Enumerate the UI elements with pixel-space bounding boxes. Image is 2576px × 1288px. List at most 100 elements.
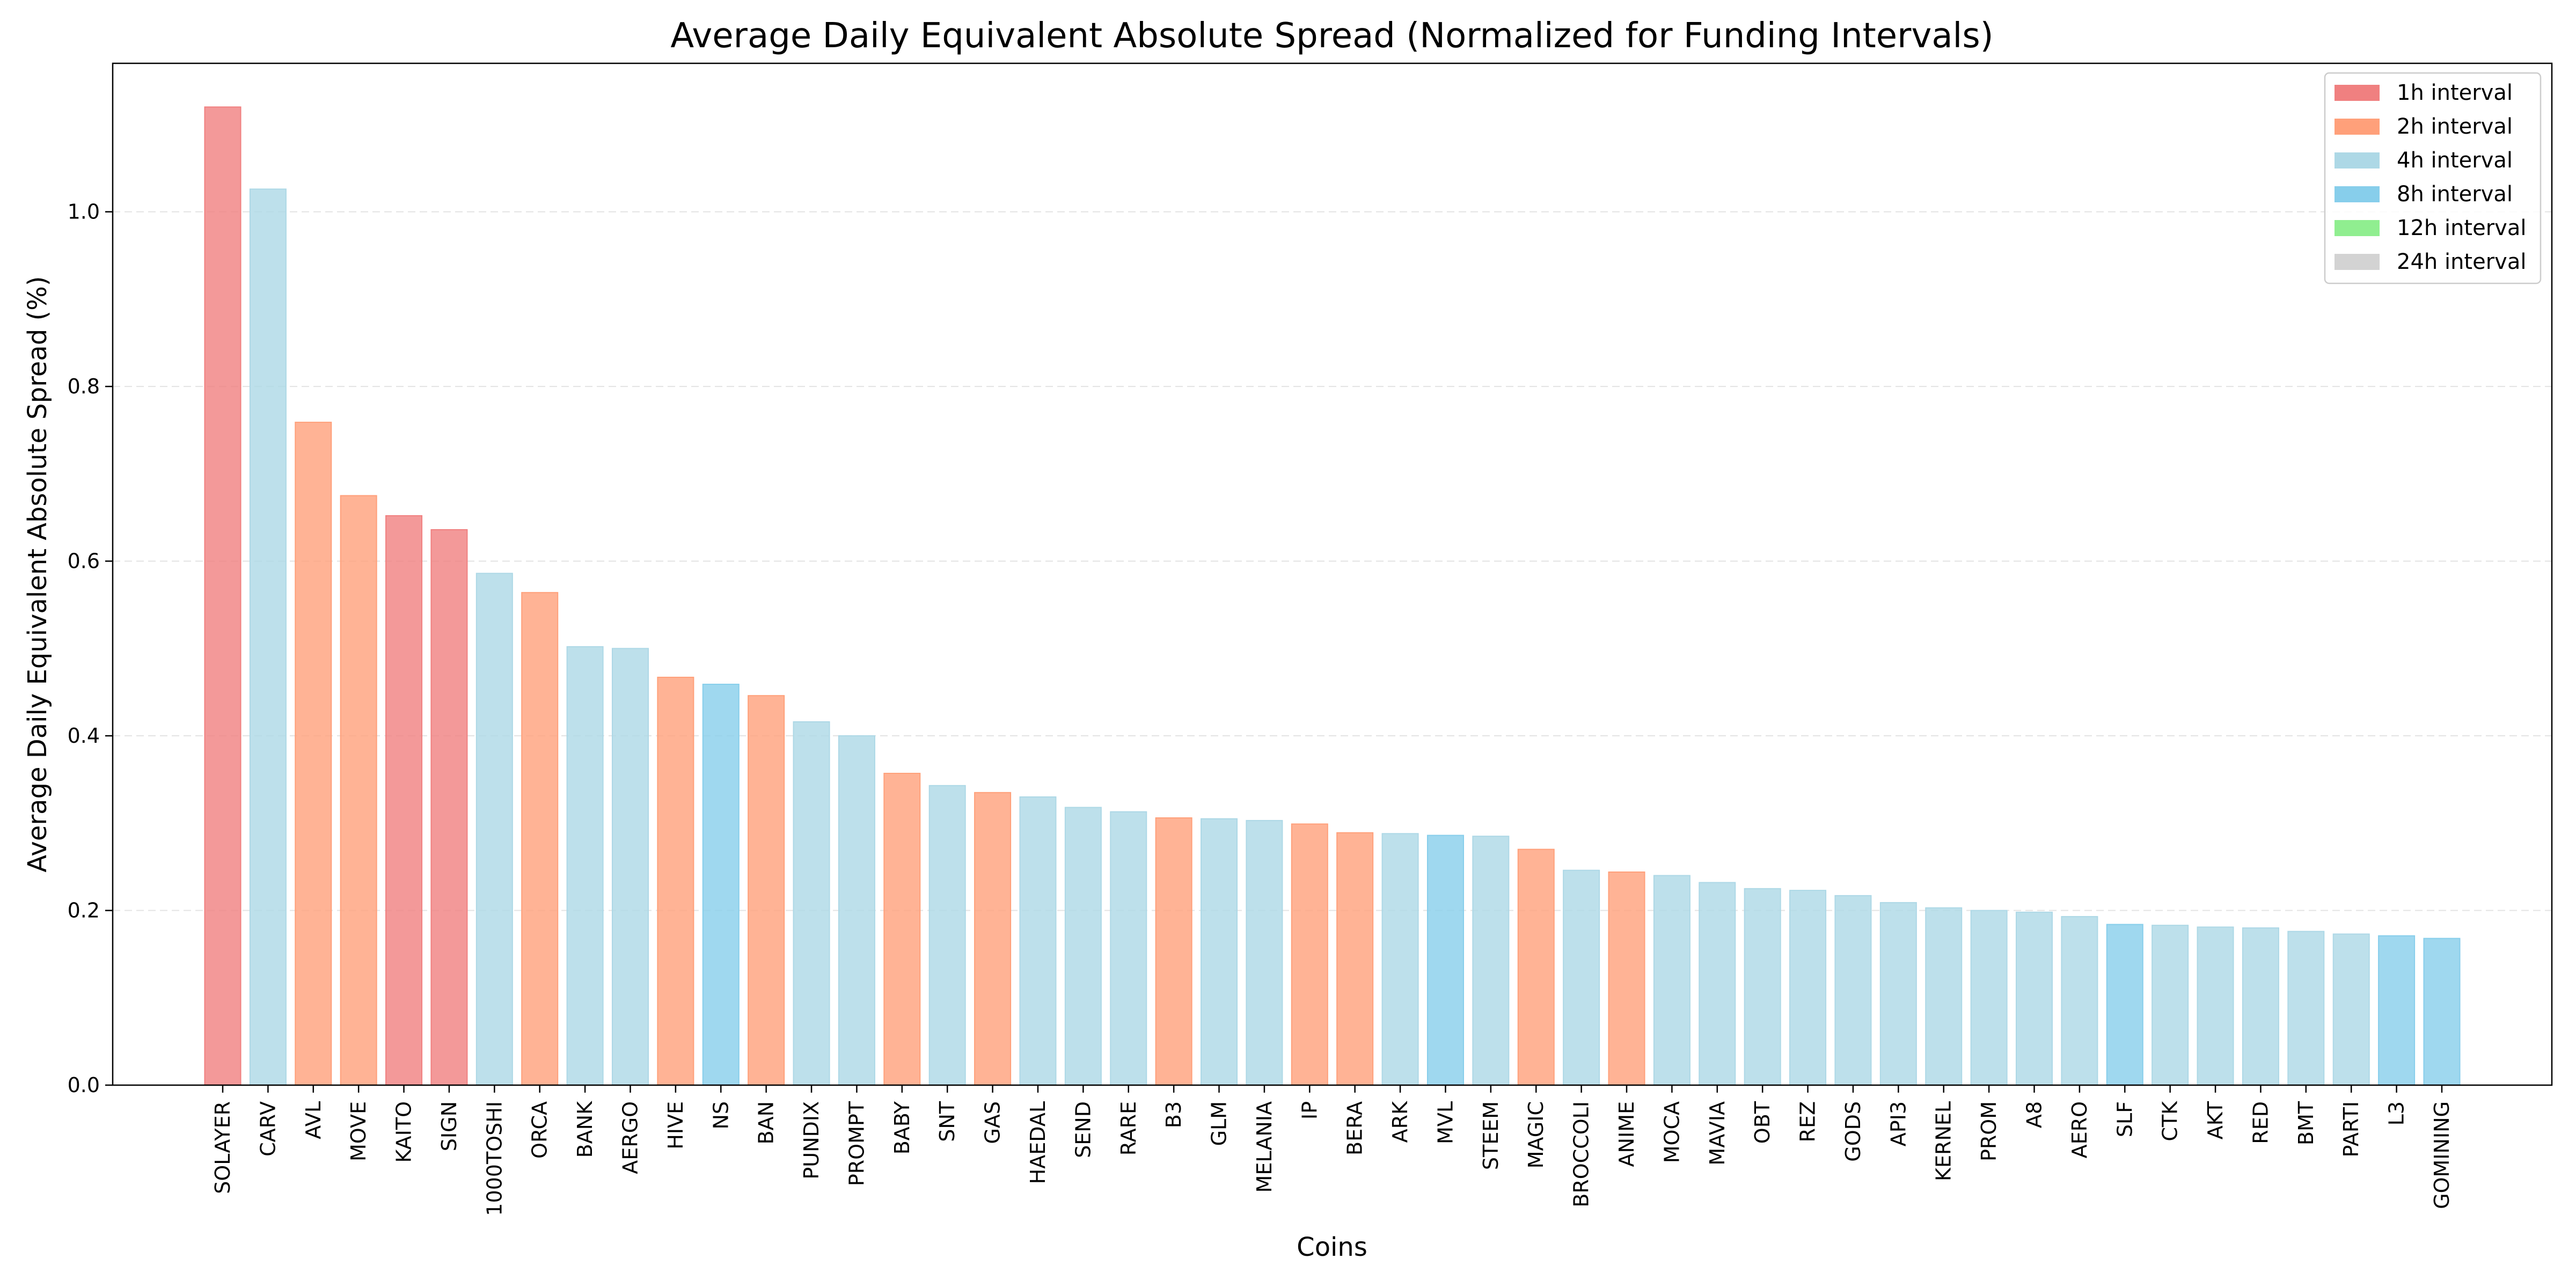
y-tick-label: 0.0 [68,1073,100,1097]
bar-broccoli [1563,869,1600,1086]
x-tick-label: API3 [1886,1101,1910,1146]
x-tick-label: MELANIA [1253,1101,1276,1192]
legend-label-1h: 1h interval [2397,80,2513,105]
x-tick-label: ORCA [528,1101,552,1159]
x-tick-label: GLM [1208,1101,1231,1146]
x-tick-label: MVL [1433,1101,1457,1144]
y-tick-label: 0.2 [68,899,100,923]
bar-kaito [385,515,423,1086]
x-tick-label: SEND [1071,1101,1095,1158]
x-tick-label: RED [2249,1101,2272,1144]
x-tick-label: SIGN [437,1101,461,1151]
bar-ip [1291,823,1328,1086]
bar-move [340,495,377,1086]
x-axis: SOLAYER CARV AVL MOVE KAITO SIGN 1000TOSHI ORCA… [211,1085,2454,1216]
plot-frame [112,62,2553,1086]
bar-obt [1744,888,1781,1086]
bar-carv [249,188,287,1086]
legend-swatch-4h [2334,152,2380,169]
x-tick-label: HIVE [664,1101,687,1150]
x-tick-label: SNT [935,1101,959,1142]
y-tick-label: 0.6 [68,550,100,573]
bar-magic [1517,848,1555,1086]
bar-snt [928,785,966,1086]
x-tick-label: L3 [2385,1101,2409,1125]
legend-label-8h: 8h interval [2397,182,2513,207]
bar-akt [2197,926,2234,1086]
bar-glm [1201,818,1238,1086]
x-tick-label: CARV [256,1101,280,1157]
bar-send [1064,807,1102,1086]
y-tick-label: 1.0 [68,200,100,224]
y-axis-label: Average Daily Equivalent Absolute Spread… [23,276,53,872]
bar-rare [1110,811,1147,1086]
x-tick-label: MAGIC [1524,1101,1548,1168]
bar-red [2242,927,2279,1086]
x-tick-label: MAVIA [1706,1101,1729,1166]
bar-prom [1970,910,2008,1086]
x-tick-label: BAN [755,1101,778,1145]
bar-moca [1653,875,1690,1086]
x-tick-label: ANIME [1615,1101,1638,1167]
x-tick-label: KERNEL [1932,1101,1956,1181]
bar-ark [1381,833,1419,1086]
bar-baby [883,773,921,1086]
x-tick-label: REZ [1796,1101,1820,1142]
x-tick-label: HAEDAL [1026,1101,1050,1184]
chart-title: Average Daily Equivalent Absolute Spread… [670,16,1993,56]
x-tick-label: RARE [1117,1101,1140,1155]
legend-swatch-24h [2334,254,2380,270]
bar-aergo [611,648,649,1086]
x-tick-label: ARK [1388,1101,1412,1143]
x-tick-label: AKT [2204,1101,2227,1139]
x-tick-label: BANK [573,1101,597,1158]
bar-sign [430,529,468,1086]
bar-mavia [1699,882,1736,1086]
x-tick-label: PARTI [2339,1101,2363,1158]
bar-mvl [1426,835,1464,1086]
bar-gods [1834,895,1872,1086]
y-tick-label: 0.4 [68,724,100,748]
x-tick-label: KAITO [392,1101,416,1163]
x-tick-label: AVL [302,1101,325,1139]
legend-swatch-2h [2334,119,2380,135]
x-axis-label: Coins [1297,1232,1367,1262]
x-tick-label: MOCA [1660,1101,1684,1163]
x-tick-label: STEEM [1479,1101,1503,1170]
bar-l3 [2378,935,2416,1086]
bar-solayer [204,106,241,1086]
bar-b3 [1155,817,1192,1086]
x-tick-label: BERA [1343,1101,1367,1155]
legend-label-12h: 12h interval [2397,216,2526,240]
legend-swatch-1h [2334,85,2380,101]
y-axis: 0.0 0.2 0.4 0.6 0.8 1.0 [68,200,113,1097]
bar-orca [521,592,559,1086]
x-tick-label: AERO [2068,1101,2091,1158]
bar-bmt [2287,931,2325,1086]
legend-label-4h: 4h interval [2397,148,2513,173]
x-tick-label: GOMINING [2430,1101,2454,1209]
x-tick-label: NS [709,1101,733,1130]
x-tick-label: PROMPT [845,1101,868,1186]
bar-a8 [2016,911,2053,1086]
bar-gas [974,792,1012,1086]
x-tick-label: B3 [1162,1101,1185,1128]
x-tick-label: BROCCOLI [1570,1101,1593,1208]
bar-slf [2106,924,2143,1086]
bar-gomining [2423,938,2461,1086]
x-tick-label: MOVE [347,1101,370,1161]
x-tick-label: AERGO [618,1101,642,1174]
y-tick-label: 0.8 [68,375,100,398]
x-tick-label: SLF [2113,1101,2136,1137]
bar-melania [1246,819,1283,1086]
bar-aero [2061,916,2098,1086]
bar-parti [2332,933,2370,1086]
x-tick-label: BMT [2294,1101,2318,1145]
bar-hive [657,677,694,1086]
x-tick-label: BABY [890,1101,914,1154]
x-tick-label: PROM [1977,1101,2001,1161]
bar-rez [1789,890,1827,1086]
bar-bera [1336,832,1374,1086]
legend-swatch-12h [2334,220,2380,236]
